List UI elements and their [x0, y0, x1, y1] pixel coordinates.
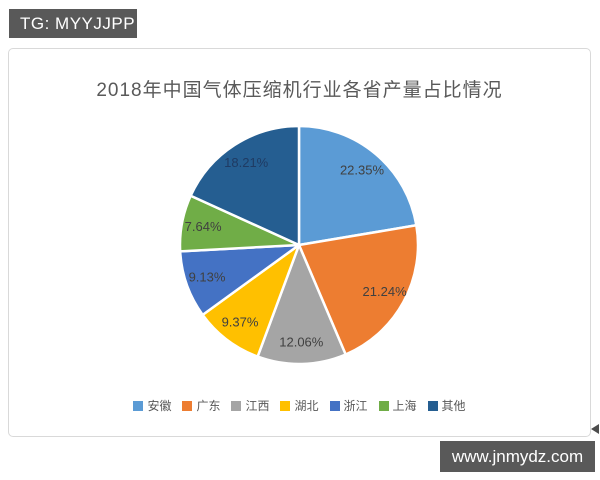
chart-title: 2018年中国气体压缩机行业各省产量占比情况 [96, 80, 503, 101]
legend-label-浙江: 浙江 [343, 399, 368, 413]
pie-slice-label-上海: 7.64% [185, 219, 222, 234]
legend-marker-浙江 [329, 400, 340, 411]
chart-legend: 安徽 广东 江西 湖北 浙江 上海 其他 [9, 397, 590, 414]
pie-slice-label-广东: 21.24% [363, 284, 408, 299]
pie-slice-广东 [297, 224, 420, 356]
legend-item-湖北: 湖北 [280, 397, 319, 414]
pie-slice-label-浙江: 9.13% [189, 270, 226, 285]
legend-label-其他: 其他 [441, 399, 466, 413]
pie-slice-其他 [189, 124, 301, 247]
legend-marker-安徽 [133, 400, 144, 411]
pie-chart: 22.35% 21.24% 12.06% 9.37% 9.13% 7.64% 18.21% [178, 124, 420, 366]
legend-marker-湖北 [280, 400, 291, 411]
legend-item-江西: 江西 [231, 397, 269, 414]
pie-slice-江西 [256, 243, 347, 366]
cursor-artifact [591, 424, 599, 434]
legend-marker-江西 [231, 400, 242, 411]
chart-container: 2018年中国气体压缩机行业各省产量占比情况 22.35% 21.24% 12.06… [8, 48, 591, 437]
legend-marker-广东 [182, 400, 193, 411]
pie-slice-安徽 [297, 124, 418, 247]
website-url-badge: www.jnmydz.com [440, 441, 595, 472]
pie-slice-label-湖北: 9.37% [222, 315, 259, 330]
pie-slice-label-其他: 18.21% [224, 155, 269, 170]
legend-label-安徽: 安徽 [147, 399, 172, 413]
website-url-text: www.jnmydz.com [451, 446, 584, 466]
legend-item-广东: 广东 [182, 397, 220, 414]
legend-label-江西: 江西 [245, 399, 270, 413]
watermark-tag-text: TG: MYYJJPP [20, 13, 136, 33]
legend-marker-上海 [378, 400, 389, 411]
legend-item-上海: 上海 [378, 397, 417, 414]
watermark-tag-badge: TG: MYYJJPP [9, 9, 137, 38]
legend-label-广东: 广东 [196, 399, 221, 413]
legend-item-浙江: 浙江 [329, 397, 368, 414]
legend-label-上海: 上海 [392, 399, 417, 413]
legend-item-其他: 其他 [427, 397, 466, 414]
legend-item-安徽: 安徽 [133, 397, 171, 414]
pie-slice-label-安徽: 22.35% [340, 163, 385, 178]
pie-slice-label-江西: 12.06% [279, 335, 324, 350]
legend-marker-其他 [427, 400, 438, 411]
legend-label-湖北: 湖北 [294, 399, 319, 413]
